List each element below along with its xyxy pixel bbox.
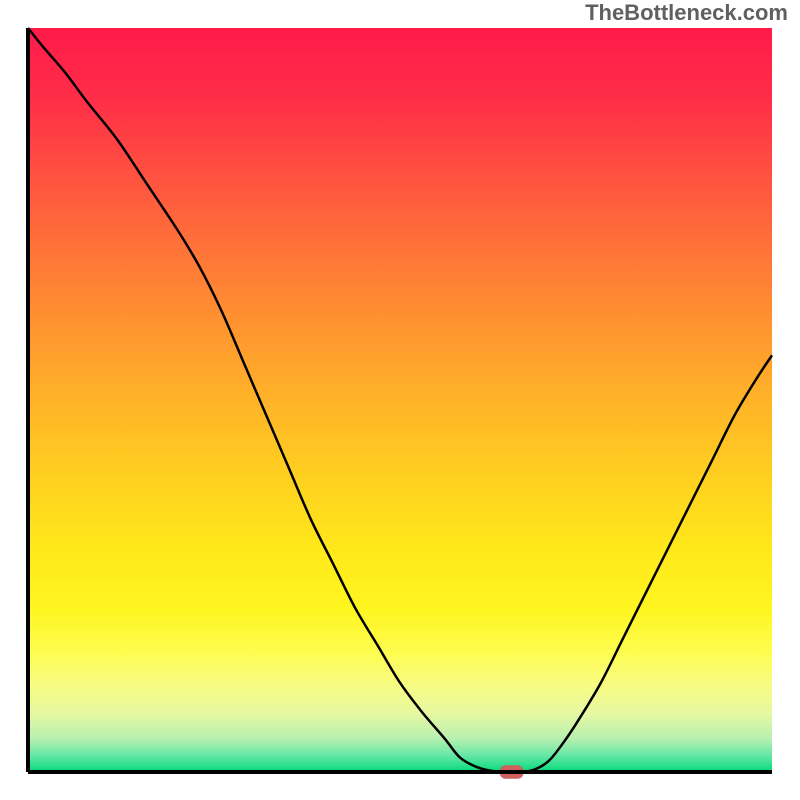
watermark-text: TheBottleneck.com xyxy=(585,0,788,26)
bottleneck-chart: TheBottleneck.com xyxy=(0,0,800,800)
chart-svg xyxy=(0,0,800,800)
gradient-background xyxy=(28,28,772,772)
